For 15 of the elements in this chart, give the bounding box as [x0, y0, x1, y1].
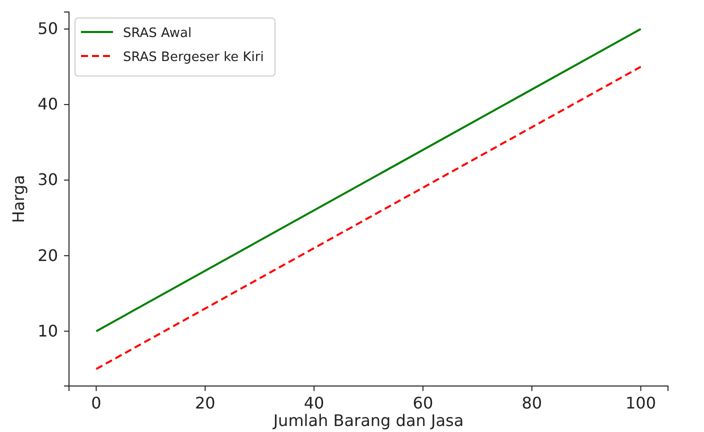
legend-label: SRAS Bergeser ke Kiri — [123, 50, 264, 65]
x-tick-label: 60 — [412, 393, 434, 412]
x-tick-label: 100 — [626, 393, 656, 412]
y-tick-label: 50 — [38, 19, 58, 38]
x-axis-title: Jumlah Barang dan Jasa — [272, 411, 464, 430]
x-tick-label: 20 — [194, 393, 216, 412]
x-tick-label: 40 — [304, 393, 324, 412]
y-tick-label: 30 — [38, 170, 58, 190]
y-tick-label: 10 — [38, 321, 58, 340]
y-tick-label: 40 — [38, 94, 58, 114]
y-tick-label: 20 — [38, 246, 58, 265]
x-tick-label: 80 — [522, 393, 542, 412]
x-tick-label: 0 — [91, 393, 102, 412]
legend-label: SRAS Awal — [123, 26, 192, 41]
y-axis-title: Harga — [9, 174, 28, 224]
